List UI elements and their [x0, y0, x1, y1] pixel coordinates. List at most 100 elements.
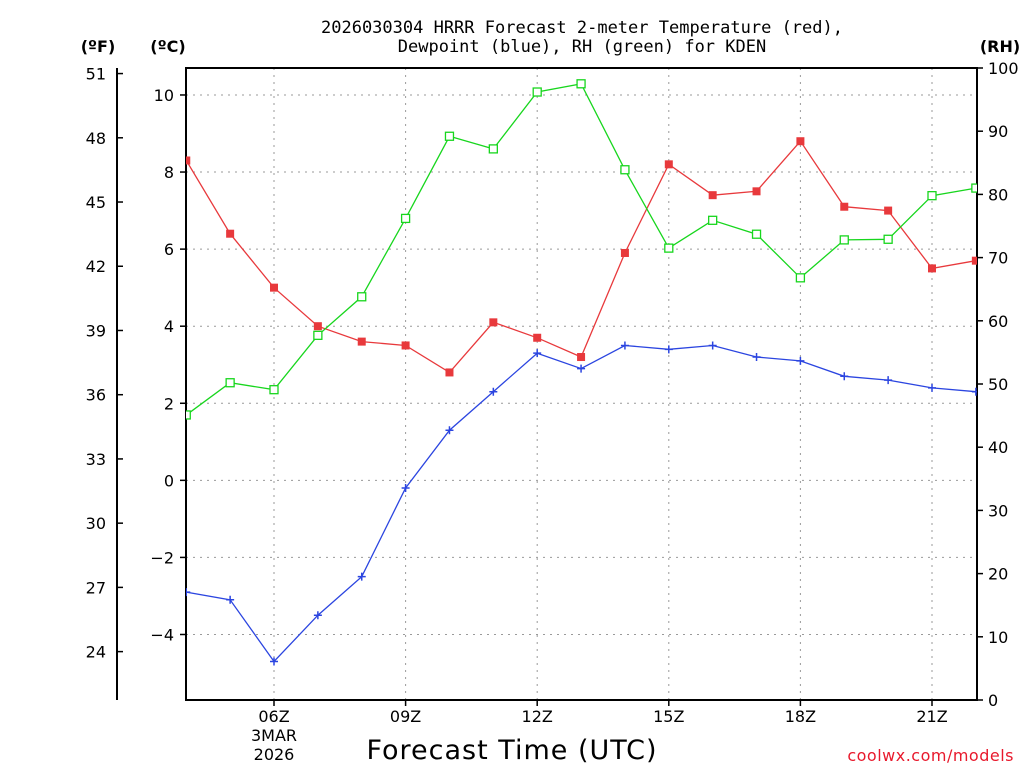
rh-point — [269, 385, 279, 395]
dewpoint-point — [708, 341, 717, 350]
rh-point — [751, 229, 762, 239]
dewpoint-point — [620, 341, 629, 350]
dewpoint-point — [928, 383, 936, 392]
fahrenheit-axis-unit: (ºF) — [81, 37, 116, 56]
dewpoint-point — [752, 353, 761, 362]
fahrenheit-tick-label: 36 — [86, 386, 106, 405]
fahrenheit-tick-label: 45 — [86, 193, 106, 212]
rh-point — [488, 144, 498, 154]
temperature-point — [664, 160, 673, 169]
dewpoint-point — [401, 484, 410, 493]
celsius-tick-label: −4 — [150, 625, 174, 644]
dewpoint-point — [577, 364, 586, 373]
rh-tick-label: 0 — [988, 691, 998, 710]
series-temperature — [186, 137, 977, 377]
x-tick-date-label: 3MAR — [251, 726, 297, 745]
celsius-tick-label: 10 — [154, 86, 174, 105]
rh-point — [883, 234, 893, 244]
fahrenheit-tick-label: 33 — [86, 450, 106, 469]
celsius-tick-label: 8 — [164, 163, 174, 182]
credit-text: coolwx.com/models — [847, 746, 1014, 765]
temperature-point — [971, 256, 977, 265]
rh-tick-label: 60 — [988, 312, 1008, 331]
rh-tick-label: 50 — [988, 375, 1008, 394]
fahrenheit-tick-label: 24 — [86, 643, 106, 662]
celsius-tick-label: 4 — [164, 317, 174, 336]
rh-point — [927, 191, 937, 201]
dewpoint-point — [226, 595, 235, 604]
chart-title-line-1: 2026030304 HRRR Forecast 2-meter Tempera… — [321, 18, 843, 38]
fahrenheit-tick-label: 27 — [86, 578, 106, 597]
temperature-point — [928, 264, 936, 273]
rh-tick-label: 90 — [988, 122, 1008, 141]
rh-tick-label: 70 — [988, 249, 1008, 268]
temperature-point — [840, 202, 849, 211]
x-tick-label: 12Z — [522, 707, 553, 726]
temperature-point — [357, 337, 366, 346]
x-tick-label: 09Z — [390, 707, 421, 726]
rh-axis-unit: (RH) — [980, 37, 1020, 56]
rh-point — [186, 410, 191, 420]
temperature-point — [620, 248, 629, 257]
series-rh — [186, 79, 977, 420]
rh-point — [532, 87, 542, 97]
rh-point — [576, 79, 586, 89]
temperature-point — [884, 206, 893, 215]
temperature-point — [226, 229, 235, 238]
temperature-point — [401, 341, 410, 350]
rh-tick-label: 20 — [988, 565, 1008, 584]
rh-tick-label: 40 — [988, 438, 1008, 457]
dewpoint-point — [840, 372, 849, 381]
temperature-point — [270, 283, 278, 292]
dewpoint-point — [357, 572, 366, 581]
fahrenheit-tick-label: 30 — [86, 514, 106, 533]
dewpoint-point — [796, 356, 805, 365]
rh-point — [971, 183, 977, 193]
temperature-point — [313, 322, 322, 331]
rh-point — [839, 235, 849, 245]
dewpoint-point — [313, 611, 322, 620]
dewpoint-point — [533, 349, 542, 358]
rh-point — [620, 165, 630, 175]
x-tick-label: 21Z — [916, 707, 947, 726]
temperature-point — [489, 318, 498, 327]
temperature-point — [708, 191, 717, 200]
rh-tick-label: 100 — [988, 59, 1019, 78]
celsius-tick-label: 6 — [164, 240, 174, 259]
temperature-point — [577, 353, 586, 362]
rh-point — [357, 292, 367, 302]
temperature-point — [186, 156, 191, 165]
temperature-point — [796, 137, 805, 146]
dewpoint-point — [971, 387, 977, 396]
series-dewpoint — [186, 341, 977, 666]
celsius-tick-label: −2 — [150, 548, 174, 567]
x-axis-label: Forecast Time (UTC) — [366, 735, 657, 766]
dewpoint-point — [664, 345, 673, 354]
rh-point — [400, 213, 411, 224]
temperature-point — [445, 368, 454, 377]
x-tick-date-label: 2026 — [254, 745, 295, 764]
temperature-point — [752, 187, 761, 196]
fahrenheit-tick-label: 48 — [86, 129, 106, 148]
dewpoint-line — [186, 344, 976, 663]
celsius-tick-label: 2 — [164, 394, 174, 413]
temperature-line — [186, 140, 977, 374]
chart-title-line-2: Dewpoint (blue), RH (green) for KDEN — [398, 37, 766, 57]
rh-point — [313, 330, 323, 340]
x-tick-label: 18Z — [785, 707, 816, 726]
data-series — [186, 79, 977, 666]
rh-point — [664, 243, 674, 253]
x-tick-label: 06Z — [258, 707, 289, 726]
dewpoint-point — [270, 657, 278, 666]
rh-line — [186, 83, 977, 416]
celsius-axis-unit: (ºC) — [150, 37, 185, 56]
rh-point — [225, 378, 235, 388]
rh-point — [795, 273, 806, 283]
rh-point — [444, 131, 455, 141]
rh-point — [708, 215, 718, 225]
fahrenheit-tick-label: 42 — [86, 257, 106, 276]
fahrenheit-tick-label: 51 — [86, 65, 106, 84]
